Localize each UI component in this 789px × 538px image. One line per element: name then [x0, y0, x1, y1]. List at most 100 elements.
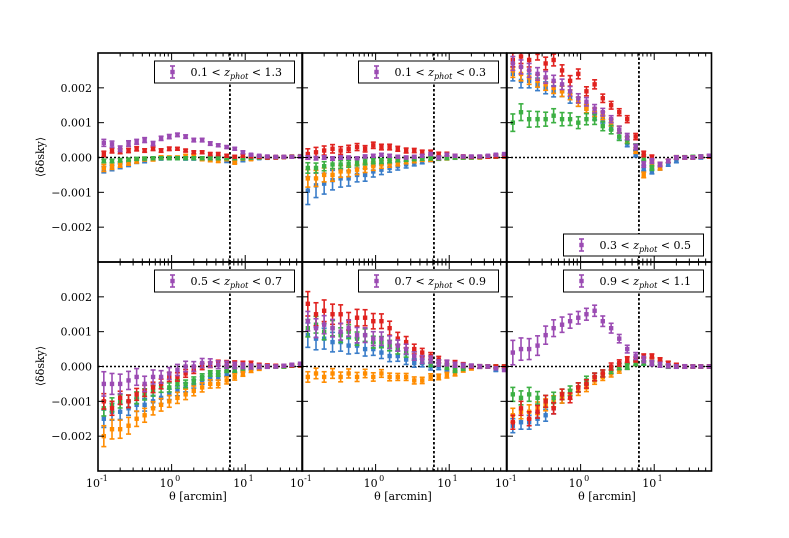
data-point	[183, 379, 189, 389]
marker	[224, 371, 229, 376]
marker	[469, 363, 474, 369]
data-point	[559, 111, 565, 127]
marker	[526, 416, 532, 421]
marker	[313, 336, 319, 341]
data-point	[592, 79, 598, 90]
marker	[142, 402, 147, 408]
data-point	[526, 386, 532, 403]
data-point	[207, 141, 213, 147]
marker	[346, 176, 351, 181]
data-point	[321, 370, 327, 383]
y-tick-label: −0.002	[51, 430, 92, 443]
data-point	[224, 153, 230, 158]
data-point	[600, 120, 606, 132]
data-point	[575, 382, 581, 393]
data-point	[174, 146, 180, 151]
data-point	[633, 143, 639, 151]
data-point	[403, 147, 409, 154]
marker	[526, 68, 532, 73]
data-point	[166, 394, 172, 409]
marker	[101, 381, 107, 387]
marker	[117, 158, 123, 163]
marker	[183, 148, 188, 153]
marker	[175, 132, 180, 138]
marker	[576, 120, 581, 125]
data-point	[346, 159, 352, 169]
marker	[109, 158, 115, 164]
marker	[584, 381, 589, 387]
data-point	[510, 55, 516, 72]
data-point	[183, 155, 189, 161]
marker	[674, 155, 679, 160]
data-point	[567, 112, 573, 127]
data-point	[624, 114, 630, 124]
data-point	[207, 151, 213, 157]
marker	[543, 332, 548, 338]
data-point	[232, 154, 238, 160]
marker	[600, 123, 605, 129]
data-point	[641, 355, 647, 364]
marker	[265, 364, 270, 369]
data-point	[109, 400, 115, 417]
data-point	[256, 153, 262, 158]
data-point	[608, 124, 614, 135]
marker	[576, 96, 581, 101]
marker	[208, 151, 213, 157]
data-point	[191, 137, 197, 143]
marker	[543, 75, 548, 80]
data-point	[338, 322, 344, 341]
data-point	[510, 414, 516, 431]
data-point	[199, 382, 205, 393]
marker	[608, 127, 614, 132]
data-point	[215, 151, 221, 157]
marker	[362, 159, 368, 164]
marker	[117, 427, 123, 432]
data-point	[232, 160, 238, 165]
marker	[289, 362, 295, 367]
marker	[600, 110, 605, 115]
marker	[117, 409, 123, 414]
marker	[371, 158, 376, 164]
data-point	[321, 160, 327, 172]
data-point	[608, 322, 614, 334]
marker	[150, 374, 156, 380]
data-point	[535, 404, 541, 419]
data-point	[158, 369, 164, 385]
marker	[608, 364, 614, 369]
marker	[633, 353, 638, 359]
x-tick-label: 10	[495, 477, 509, 490]
marker	[208, 155, 213, 161]
marker	[232, 160, 237, 165]
data-point	[305, 161, 311, 174]
marker	[362, 154, 368, 159]
marker	[412, 154, 417, 160]
data-point	[289, 154, 295, 160]
marker	[313, 155, 319, 161]
marker	[379, 371, 384, 376]
marker	[167, 155, 172, 161]
marker	[608, 103, 614, 108]
marker	[641, 151, 646, 157]
marker	[305, 188, 311, 193]
data-point	[330, 156, 336, 162]
marker	[567, 319, 573, 324]
marker	[199, 360, 205, 366]
marker	[224, 378, 229, 383]
marker	[150, 146, 156, 151]
marker	[191, 137, 196, 143]
marker	[199, 150, 205, 155]
marker	[346, 343, 351, 348]
marker	[600, 319, 605, 324]
data-point	[428, 355, 434, 364]
legend-marker	[170, 278, 175, 284]
data-point	[378, 331, 384, 347]
data-point	[346, 319, 352, 337]
marker	[477, 154, 482, 159]
data-point	[191, 385, 197, 397]
marker	[682, 155, 687, 160]
data-point	[387, 143, 393, 151]
marker	[567, 78, 573, 84]
marker	[641, 162, 646, 167]
marker	[362, 165, 368, 171]
